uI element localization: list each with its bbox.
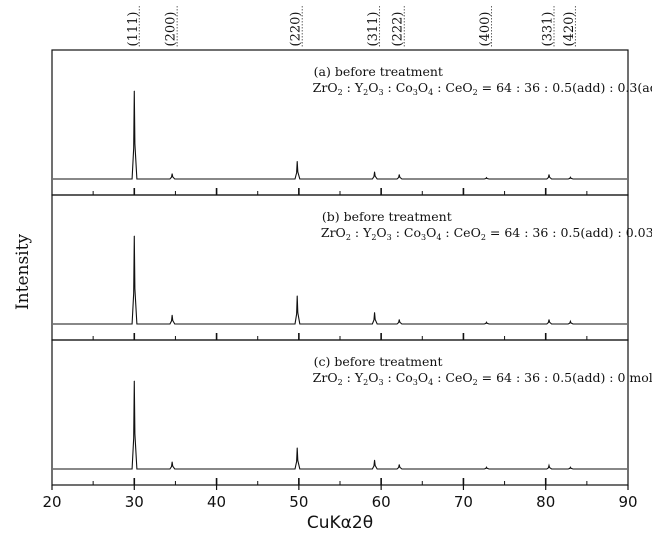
reference-peak-label: (311): [366, 12, 381, 47]
reference-peak-label: (331): [541, 12, 556, 47]
xrd-peak-point: [133, 235, 135, 237]
composition-subscript: 4: [428, 88, 433, 97]
composition-text: ZrO: [313, 370, 338, 385]
xrd-pattern-line: [53, 90, 627, 180]
xrd-peak-point: [548, 174, 550, 176]
panel-title: (a) before treatment: [314, 64, 443, 79]
xrd-peak-point: [398, 464, 400, 465]
composition-text: : Y: [343, 370, 364, 385]
composition-text: O: [376, 225, 386, 240]
x-axis-group: 20 30 40 50 60 70 80 90: [42, 485, 638, 511]
x-tick-label: 40: [207, 493, 226, 511]
reference-peak-label: (200): [164, 12, 179, 47]
xrd-peak-point: [296, 295, 298, 297]
composition-text: O: [368, 80, 378, 95]
composition-text: : Y: [343, 80, 364, 95]
x-tick-label: 90: [618, 493, 637, 511]
xrd-peak-point: [570, 466, 571, 468]
x-axis-label: CuKα2θ: [307, 513, 373, 533]
xrd-pattern-line: [53, 380, 627, 470]
composition-subscript: 2: [363, 378, 368, 387]
composition-subscript: 3: [378, 88, 383, 97]
composition-subscript: 2: [338, 378, 343, 387]
x-tick-label: 80: [536, 493, 555, 511]
composition-text: ZrO: [313, 80, 338, 95]
composition-text: : Co: [384, 80, 413, 95]
xrd-peak-point: [133, 90, 135, 92]
panel-composition: ZrO2 : Y2O3 : Co3O4 : CeO2 = 64 : 36 : 0…: [321, 225, 652, 242]
xrd-peak-point: [486, 177, 487, 179]
composition-subscript: 4: [428, 378, 433, 387]
composition-subscript: 3: [421, 233, 426, 242]
xrd-peak-point: [171, 173, 173, 175]
reference-peak-label: (400): [478, 12, 493, 47]
reference-peak-label: (222): [391, 12, 406, 47]
composition-subscript: 2: [473, 378, 478, 387]
reference-peak-label: (111): [126, 12, 141, 47]
panel-composition: ZrO2 : Y2O3 : Co3O4 : CeO2 = 64 : 36 : 0…: [313, 80, 652, 97]
composition-text: O: [418, 80, 428, 95]
xrd-peak-point: [171, 461, 173, 463]
composition-subscript: 3: [378, 378, 383, 387]
panel-composition: ZrO2 : Y2O3 : Co3O4 : CeO2 = 64 : 36 : 0…: [313, 370, 652, 387]
x-tick-label: 20: [42, 493, 61, 511]
composition-text: : CeO: [433, 370, 472, 385]
composition-text: = 64 : 36 : 0.5(add) : 0.3(add) mol%: [478, 80, 652, 95]
xrd-peak-point: [171, 314, 173, 316]
composition-subscript: 3: [413, 88, 418, 97]
xrd-peak-point: [570, 176, 571, 178]
xrd-peak-point: [570, 320, 571, 322]
xrd-peak-point: [296, 447, 298, 449]
composition-text: : Co: [392, 225, 421, 240]
composition-subscript: 3: [387, 233, 392, 242]
composition-text: : Co: [384, 370, 413, 385]
composition-subscript: 2: [346, 233, 351, 242]
composition-text: O: [418, 370, 428, 385]
panel-title: (b) before treatment: [322, 209, 452, 224]
composition-subscript: 2: [481, 233, 486, 242]
reference-peak-label: (220): [289, 12, 304, 47]
xrd-peak-point: [486, 466, 487, 468]
xrd-peak-point: [398, 319, 400, 320]
y-axis-label: Intensity: [13, 234, 33, 310]
panel-title: (c) before treatment: [314, 354, 443, 369]
composition-text: : CeO: [433, 80, 472, 95]
composition-text: O: [368, 370, 378, 385]
xrd-peak-point: [548, 465, 550, 466]
composition-subscript: 2: [473, 88, 478, 97]
composition-text: = 64 : 36 : 0.5(add) : 0.03(add) mol%: [486, 225, 652, 240]
xrd-peak-point: [398, 174, 400, 176]
composition-subscript: 2: [363, 88, 368, 97]
composition-subscript: 4: [436, 233, 441, 242]
x-tick-label: 30: [125, 493, 144, 511]
xrd-peak-point: [374, 171, 375, 173]
composition-text: : Y: [351, 225, 372, 240]
composition-subscript: 2: [371, 233, 376, 242]
composition-subscript: 3: [413, 378, 418, 387]
xrd-peak-point: [374, 459, 375, 461]
composition-text: ZrO: [321, 225, 346, 240]
x-tick-label: 50: [289, 493, 308, 511]
reference-peak-label: (420): [562, 12, 577, 47]
xrd-peak-point: [486, 321, 487, 323]
composition-text: = 64 : 36 : 0.5(add) : 0 mol%: [478, 370, 652, 385]
composition-text: : CeO: [441, 225, 480, 240]
x-tick-label: 60: [372, 493, 391, 511]
xrd-peak-point: [133, 380, 135, 382]
x-tick-label: 70: [454, 493, 473, 511]
xrd-pattern-line: [53, 235, 627, 325]
reference-peak-group: (111) (200) (220) (311) (222) (400) (331) (420): [126, 6, 577, 48]
xrd-peak-point: [374, 312, 375, 313]
xrd-peak-point: [296, 161, 298, 162]
composition-text: O: [426, 225, 436, 240]
xrd-peak-point: [548, 319, 550, 320]
composition-subscript: 2: [338, 88, 343, 97]
